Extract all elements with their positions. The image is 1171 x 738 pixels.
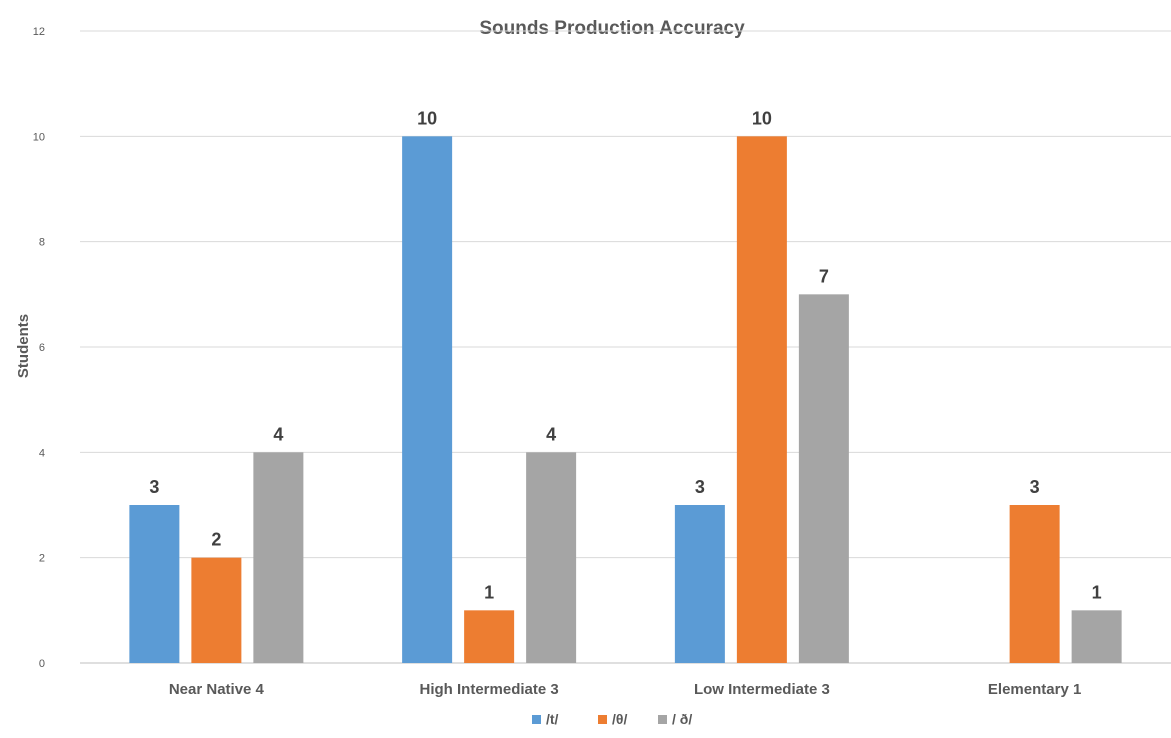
legend-label: /t/ xyxy=(546,711,559,727)
bar xyxy=(402,136,453,664)
legend-item: /t/ xyxy=(532,711,559,727)
bar xyxy=(526,452,577,663)
legend: /t/ /θ/ / ð/ xyxy=(532,711,692,727)
bar xyxy=(736,136,787,664)
legend-item: / ð/ xyxy=(658,711,692,727)
x-tick-label: Elementary 1 xyxy=(988,681,1081,698)
bar xyxy=(253,452,304,663)
bars xyxy=(129,136,1122,664)
y-tick-label: 8 xyxy=(39,237,45,249)
y-tick-label: 6 xyxy=(39,342,45,354)
y-tick-label: 4 xyxy=(39,447,45,459)
legend-swatch xyxy=(532,715,541,724)
bar xyxy=(1009,505,1060,663)
y-tick-label: 0 xyxy=(39,658,45,670)
bar xyxy=(191,557,242,663)
data-label: 3 xyxy=(695,477,705,497)
bar xyxy=(464,610,515,663)
gridlines xyxy=(80,30,1171,664)
y-tick-label: 10 xyxy=(33,131,45,143)
data-label: 7 xyxy=(819,266,829,286)
y-axis-ticks: 0 2 4 6 8 10 12 xyxy=(33,26,45,670)
data-label: 4 xyxy=(273,424,283,444)
legend-label: / ð/ xyxy=(672,711,692,727)
legend-swatch xyxy=(598,715,607,724)
data-label: 2 xyxy=(211,530,221,550)
legend-label: /θ/ xyxy=(612,711,627,727)
bar xyxy=(129,505,180,663)
data-label: 3 xyxy=(149,477,159,497)
data-label: 10 xyxy=(417,108,437,128)
x-tick-label: Low Intermediate 3 xyxy=(694,681,830,698)
data-label: 10 xyxy=(752,108,772,128)
data-labels: 3 2 4 10 1 4 3 10 7 3 1 xyxy=(149,108,1101,602)
x-tick-label: High Intermediate 3 xyxy=(420,681,559,698)
legend-item: /θ/ xyxy=(598,711,627,727)
data-label: 3 xyxy=(1030,477,1040,497)
x-axis-ticks: Near Native 4 High Intermediate 3 Low Inte… xyxy=(169,681,1081,698)
bar xyxy=(1071,610,1122,663)
bar xyxy=(798,294,849,663)
data-label: 1 xyxy=(484,582,494,602)
y-axis-label: Students xyxy=(15,314,32,378)
y-tick-label: 2 xyxy=(39,553,45,565)
legend-swatch xyxy=(658,715,667,724)
y-tick-label: 12 xyxy=(33,26,45,38)
x-tick-label: Near Native 4 xyxy=(169,681,265,698)
bar xyxy=(674,505,725,663)
chart-title: Sounds Production Accuracy xyxy=(479,18,745,39)
data-label: 4 xyxy=(546,424,556,444)
data-label: 1 xyxy=(1092,582,1102,602)
